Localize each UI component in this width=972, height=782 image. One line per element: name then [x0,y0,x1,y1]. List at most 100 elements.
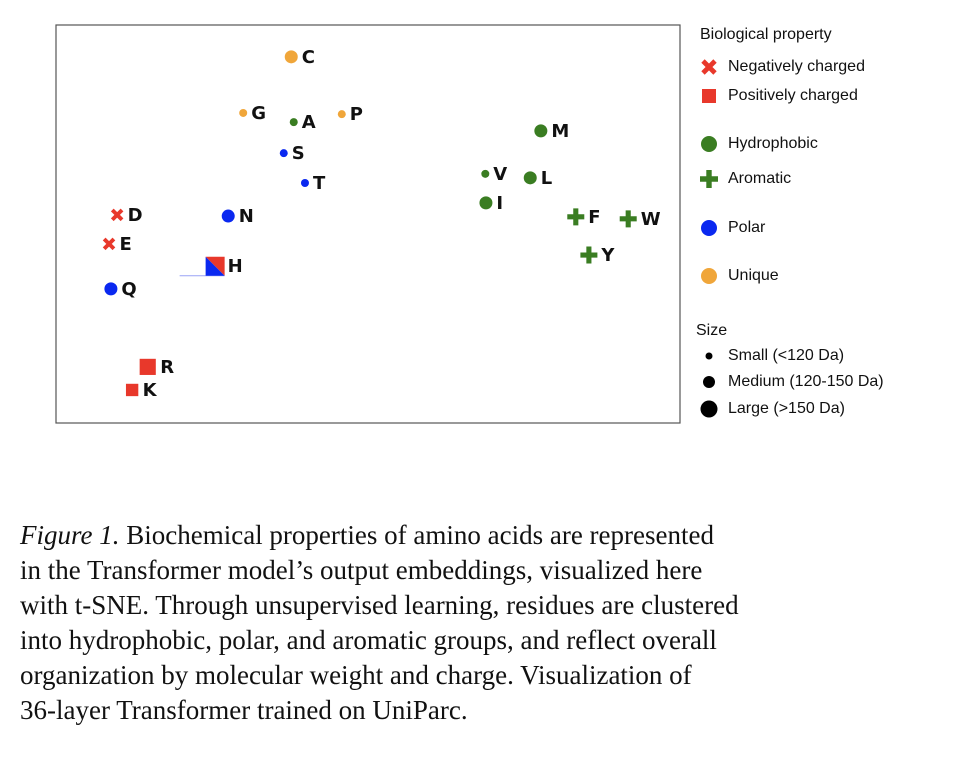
point-I: I [479,193,503,214]
legend-item: Polar [698,217,765,239]
marker-circle [481,169,490,178]
marker-x [110,208,124,222]
marker-circle [300,179,309,188]
tsne-scatter-plot: C G A P ST N DE H Q RK M V L I F W Y [55,24,681,424]
legend-item: Unique [698,265,779,287]
point-label: M [551,121,569,142]
legend-size-title: Size [696,322,728,339]
legend-item: Small (<120 Da) [698,345,844,367]
point-M: M [534,121,569,142]
marker-circle [534,124,548,138]
marker-circle [284,50,298,64]
legend-marker-circle-icon [700,400,718,418]
caption-text: Biochemical properties of amino acids ar… [119,520,714,550]
point-R: R [139,357,174,378]
point-label: D [128,205,143,226]
legend-item: Hydrophobic [698,133,818,155]
marker-square [125,383,139,397]
marker-circle [221,209,235,223]
caption-line: with t-SNE. Through unsupervised learnin… [20,590,739,620]
legend-item: Positively charged [698,85,858,107]
marker-plus [567,208,585,226]
point-G: G [239,103,266,124]
point-K: K [125,380,158,401]
legend-marker [701,220,717,236]
point-label: H [228,256,243,277]
point-A: A [289,112,316,133]
marker-plus [619,210,637,228]
legend-item: Negatively charged [698,56,865,78]
legend-marker-circle-icon [705,352,713,360]
point-label: Q [121,279,136,300]
caption-line: 36-layer Transformer trained on UniParc. [20,695,468,725]
legend-item: Large (>150 Da) [698,398,845,420]
marker-circle [337,110,346,119]
legend-label: Small (<120 Da) [728,347,845,364]
marker-square-half-blue [205,256,225,276]
caption-line: into hydrophobic, polar, and aromatic gr… [20,625,717,655]
point-E: E [102,234,132,255]
legend-marker [703,376,715,388]
point-label: G [251,103,266,124]
legend-marker [701,268,717,284]
legend-marker-circle-icon [703,376,715,388]
legend-label: Unique [728,267,779,284]
legend-label: Large (>150 Da) [728,400,845,417]
point-label: S [292,143,305,164]
point-T: T [300,173,326,194]
point-W: W [619,209,661,230]
marker-circle [279,149,288,158]
marker-square [139,358,156,375]
point-label: P [350,104,363,125]
legend-marker-x-icon [701,59,717,75]
legend-marker-plus-icon [700,170,718,188]
point-label: L [541,168,552,189]
point-label: W [641,209,661,230]
point-H: H [179,256,243,277]
point-label: T [313,173,326,194]
point-label: Y [600,245,615,266]
point-label: E [120,234,132,255]
marker-plus [580,246,598,264]
marker-circle [104,282,118,296]
point-N: N [221,206,254,227]
point-S: S [279,143,305,164]
figure-caption: Figure 1. Biochemical properties of amin… [20,518,960,728]
point-label: R [160,357,174,378]
point-label: K [143,380,158,401]
legend-item: Medium (120-150 Da) [698,371,884,393]
legend-marker [701,59,717,75]
caption-line: organization by molecular weight and cha… [20,660,692,690]
marker-circle [239,108,248,117]
point-label: F [588,207,600,228]
caption-label: Figure 1. [20,520,120,550]
point-L: L [523,168,552,189]
marker-circle [289,118,298,127]
point-label: N [239,206,254,227]
point-label: C [302,47,315,68]
legend-marker [700,400,718,418]
legend-label: Medium (120-150 Da) [728,373,884,390]
legend-marker-circle-icon [701,220,717,236]
point-V: V [481,164,507,185]
point-C: C [284,47,315,68]
point-Y: Y [580,245,615,266]
point-Q: Q [104,279,137,300]
point-D: D [110,205,143,226]
legend-marker [702,89,716,103]
caption-line: in the Transformer model’s output embedd… [20,555,703,585]
legend-label: Hydrophobic [728,135,818,152]
legend-label: Aromatic [728,170,792,187]
legend-label: Negatively charged [728,58,865,75]
point-F: F [567,207,601,228]
marker-x [102,237,116,251]
legend-marker [705,352,713,360]
point-label: A [302,112,316,133]
legend-marker [701,136,717,152]
point-P: P [337,104,363,125]
legend-label: Polar [728,219,766,236]
legend-marker-square-icon [702,89,716,103]
marker-circle [523,171,537,185]
marker-circle [479,196,493,210]
legend-label: Positively charged [728,87,858,104]
